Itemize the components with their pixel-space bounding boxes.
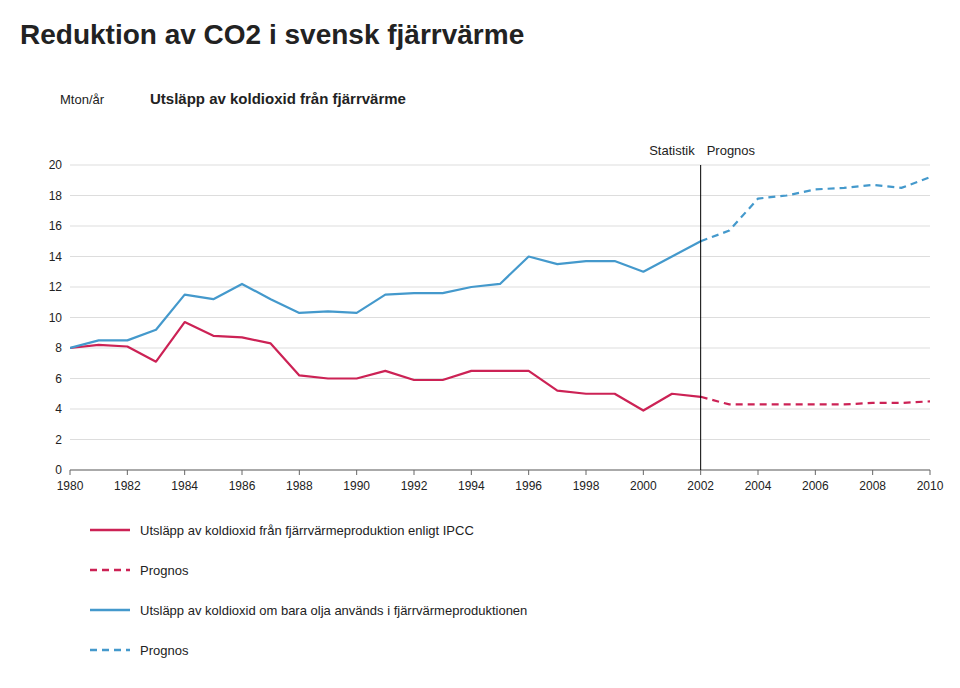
x-tick-label: 1984	[171, 479, 198, 493]
grid-line	[70, 287, 930, 288]
series-line	[701, 397, 930, 405]
grid-line	[70, 256, 930, 257]
grid-line	[70, 226, 930, 227]
x-tick-label: 1998	[573, 479, 600, 493]
x-tick-label: 1990	[343, 479, 370, 493]
grid-line	[70, 439, 930, 440]
grid-line	[70, 348, 930, 349]
x-tick-label: 2010	[917, 479, 944, 493]
x-tick-label: 1986	[229, 479, 256, 493]
x-tick	[643, 470, 644, 475]
x-tick-label: 1988	[286, 479, 313, 493]
subtitle: Utsläpp av koldioxid från fjärrvärme	[150, 90, 406, 107]
chart: Reduktion av CO2 i svensk fjärrvärme Mton…	[0, 0, 960, 688]
x-tick-label: 1980	[57, 479, 84, 493]
x-tick-label: 1994	[458, 479, 485, 493]
grid-line	[70, 470, 930, 471]
x-tick	[815, 470, 816, 475]
grid-line	[70, 409, 930, 410]
legend-swatch	[90, 649, 130, 652]
y-axis-label: Mton/år	[60, 92, 105, 107]
title: Reduktion av CO2 i svensk fjärrvärme	[20, 19, 524, 50]
x-tick	[356, 470, 357, 475]
y-tick-label: 20	[49, 158, 63, 172]
x-tick	[700, 470, 701, 475]
grid-line	[70, 195, 930, 196]
y-tick-label: 14	[49, 250, 63, 264]
x-tick-label: 1996	[515, 479, 542, 493]
plot-area	[70, 165, 930, 470]
legend-swatch	[90, 569, 130, 572]
x-tick	[127, 470, 128, 475]
x-tick	[528, 470, 529, 475]
y-tick-label: 16	[49, 219, 63, 233]
y-tick-label: 8	[55, 341, 62, 355]
legend-label: Prognos	[140, 563, 189, 578]
x-tick	[930, 470, 931, 475]
x-tick	[758, 470, 759, 475]
legend-swatch	[90, 609, 130, 612]
y-tick-label: 18	[49, 189, 63, 203]
legend-label: Utsläpp av koldioxid om bara olja använd…	[140, 603, 527, 618]
x-tick-label: 2000	[630, 479, 657, 493]
x-tick-label: 1982	[114, 479, 141, 493]
x-tick-label: 2008	[859, 479, 886, 493]
y-tick-label: 6	[55, 372, 62, 386]
annotation: Statistik	[649, 143, 695, 158]
legend: Utsläpp av koldioxid från fjärrvärmeprod…	[90, 523, 527, 658]
grid-line	[70, 165, 930, 166]
series-line	[701, 177, 930, 241]
y-tick-label: 0	[55, 463, 62, 477]
split-line	[700, 165, 701, 470]
y-tick-label: 2	[55, 433, 62, 447]
y-tick-label: 10	[49, 311, 63, 325]
x-tick	[184, 470, 185, 475]
grid-line	[70, 378, 930, 379]
series-line	[70, 322, 701, 410]
legend-swatch	[90, 529, 130, 532]
x-axis	[70, 470, 930, 471]
y-tick-label: 12	[49, 280, 63, 294]
grid	[70, 165, 930, 470]
annotation: Prognos	[707, 143, 756, 158]
y-tick-label: 4	[55, 402, 62, 416]
x-tick	[414, 470, 415, 475]
x-tick-label: 1992	[401, 479, 428, 493]
series-line	[70, 241, 701, 348]
x-tick-label: 2004	[745, 479, 772, 493]
grid-line	[70, 317, 930, 318]
x-tick	[586, 470, 587, 475]
x-tick-label: 2002	[687, 479, 714, 493]
legend-label: Utsläpp av koldioxid från fjärrvärmeprod…	[140, 523, 474, 538]
x-tick	[242, 470, 243, 475]
x-tick	[70, 470, 71, 475]
x-tick-label: 2006	[802, 479, 829, 493]
x-tick	[471, 470, 472, 475]
x-tick	[872, 470, 873, 475]
x-tick	[299, 470, 300, 475]
legend-label: Prognos	[140, 643, 189, 658]
